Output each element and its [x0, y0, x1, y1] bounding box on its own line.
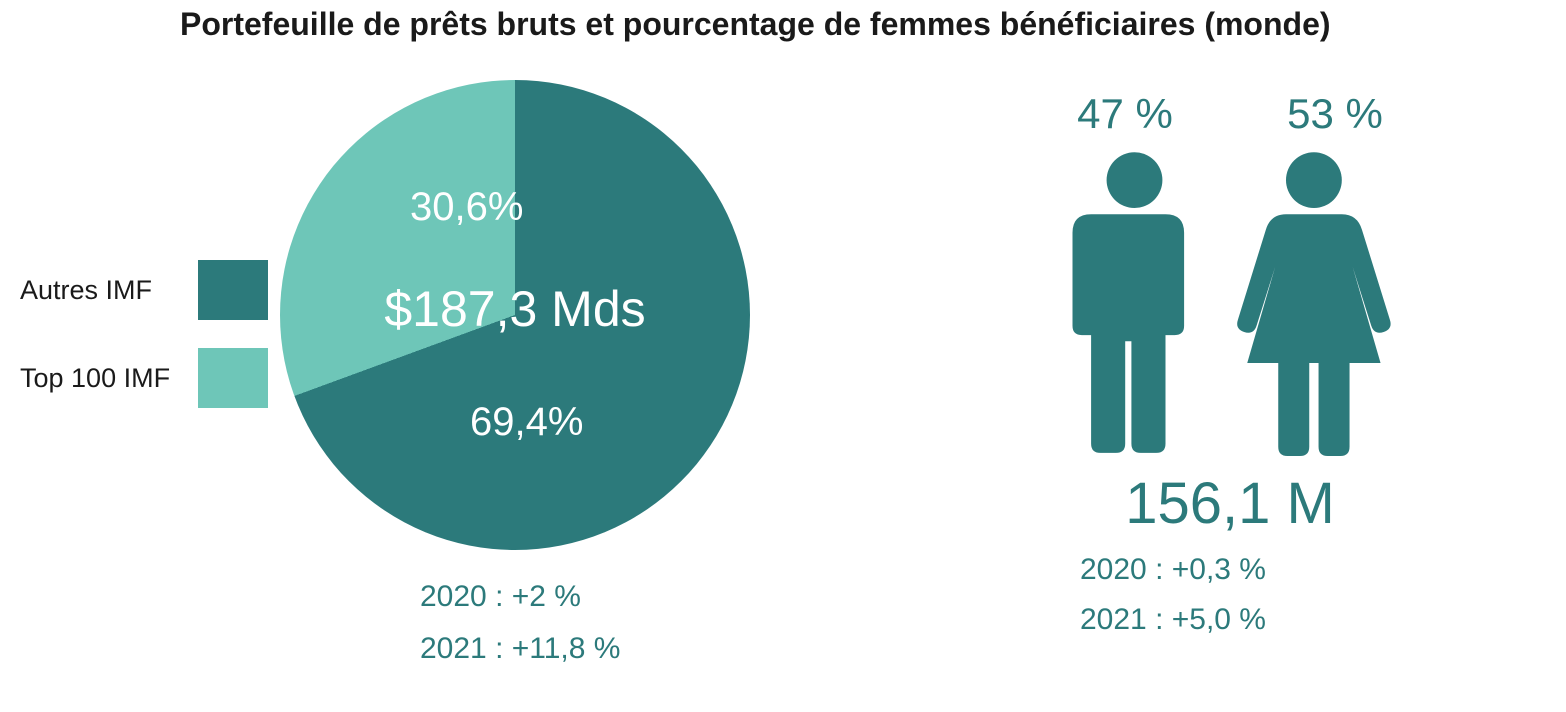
people-block: 47 % 53 % 156,1 M 2020 : +0,3 % 2021 : +… [1020, 90, 1440, 637]
male-icon [1057, 146, 1212, 456]
pie-growth-2020: 2020 : +2 % [420, 580, 620, 614]
legend-label: Autres IMF [20, 275, 180, 306]
male-percent: 47 % [1050, 90, 1200, 138]
chart-title: Portefeuille de prêts bruts et pourcenta… [180, 6, 1331, 43]
pie-chart: 30,6% $187,3 Mds 69,4% [280, 80, 750, 550]
legend-item-top100-imf: Top 100 IMF [20, 348, 268, 408]
people-percent-row: 47 % 53 % [1050, 90, 1410, 138]
people-growth-2021: 2021 : +5,0 % [1080, 603, 1266, 637]
pie-center-label: $187,3 Mds [384, 280, 645, 338]
pie-legend: Autres IMF Top 100 IMF [20, 260, 268, 408]
legend-swatch [198, 348, 268, 408]
pie-growth-2021: 2021 : +11,8 % [420, 632, 620, 666]
female-icon [1224, 146, 1404, 456]
legend-label: Top 100 IMF [20, 363, 180, 394]
pie-growth-block: 2020 : +2 % 2021 : +11,8 % [420, 580, 620, 666]
people-growth-block: 2020 : +0,3 % 2021 : +5,0 % [1020, 553, 1440, 637]
female-percent: 53 % [1260, 90, 1410, 138]
people-total: 156,1 M [1125, 470, 1335, 537]
pie-slice-label-top100: 69,4% [470, 400, 583, 445]
people-growth-2020: 2020 : +0,3 % [1080, 553, 1266, 587]
legend-item-autres-imf: Autres IMF [20, 260, 268, 320]
pie-slice-label-autres: 30,6% [410, 185, 523, 230]
people-icons-row [1057, 146, 1404, 456]
legend-swatch [198, 260, 268, 320]
